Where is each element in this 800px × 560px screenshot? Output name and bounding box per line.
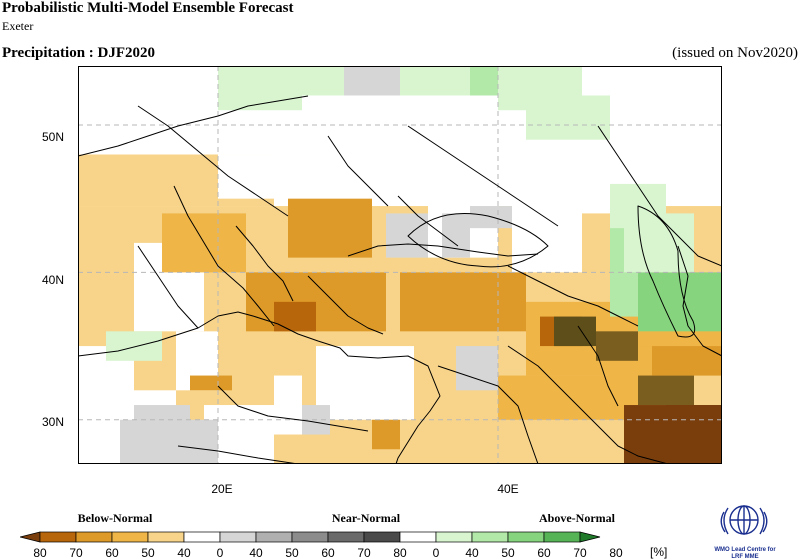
legend-swatch — [147, 531, 185, 543]
coastline-path — [437, 365, 539, 464]
legend-swatch — [111, 531, 149, 543]
lat-label-30n: 30N — [41, 415, 64, 429]
shade-cell — [442, 213, 470, 258]
legend-tick-label: 70 — [357, 546, 371, 560]
coastline-path — [327, 135, 389, 207]
coastline-path — [235, 225, 294, 302]
logo-text-line1: WMO Lead Centre for — [714, 547, 776, 553]
shade-cell — [274, 301, 316, 332]
black-sea-outline — [407, 213, 549, 268]
lon-label-40e: 40E — [497, 482, 519, 496]
legend-tick-label: 40 — [249, 546, 263, 560]
legend-tick-label: 70 — [573, 546, 587, 560]
legend-tick-label: 50 — [501, 546, 515, 560]
legend-tick-label: 50 — [141, 546, 155, 560]
legend-tick-label: 0 — [216, 546, 224, 560]
legend-swatch — [435, 531, 473, 543]
coastline-path — [78, 311, 441, 464]
shade-cell — [218, 66, 302, 111]
map-frame — [78, 66, 722, 464]
coastline-path — [177, 445, 299, 464]
shade-cell — [288, 198, 372, 258]
shade-cell — [400, 272, 526, 332]
forecast-map — [78, 66, 722, 464]
shade-cell — [596, 331, 638, 361]
coastlines — [78, 95, 722, 464]
coastline-path — [137, 105, 289, 217]
coastline-path — [78, 95, 309, 157]
coastline-path — [597, 125, 722, 267]
coastline-path — [347, 243, 539, 257]
logo-text-line2: LRF MME — [731, 554, 759, 560]
shade-cell — [78, 66, 218, 155]
lon-label-20e: 20E — [211, 482, 233, 496]
legend-tick-label: 70 — [69, 546, 83, 560]
issued-date: (issued on Nov2020) — [672, 45, 798, 61]
shade-cell — [638, 375, 694, 406]
lat-label-40n: 40N — [41, 273, 64, 287]
legend-below-normal-label: Below-Normal — [77, 511, 153, 525]
legend-swatch — [183, 531, 221, 543]
legend-swatch — [291, 531, 329, 543]
caspian-outline — [637, 205, 696, 338]
legend-arrow-left — [20, 531, 41, 543]
shade-cell — [526, 95, 610, 140]
lat-label-50n: 50N — [41, 130, 64, 144]
shade-cell — [554, 316, 596, 347]
shade-cell — [274, 375, 302, 435]
shade-cell — [190, 375, 232, 391]
graticule — [78, 66, 722, 464]
legend-swatch — [399, 531, 437, 543]
legend-tick-label: 0 — [432, 546, 440, 560]
variable-season-title: Precipitation : DJF2020 — [2, 45, 156, 61]
legend-tick-label: 50 — [285, 546, 299, 560]
legend-swatch — [39, 531, 77, 543]
shade-cell — [694, 434, 722, 464]
legend-tick-label: 80 — [33, 546, 47, 560]
shade-cell — [344, 66, 400, 96]
legend-unit: [%] — [650, 545, 668, 559]
legend-colorbar — [20, 531, 601, 543]
legend-tick-label: 60 — [105, 546, 119, 560]
legend-swatch — [255, 531, 293, 543]
legend-swatch — [543, 531, 581, 543]
coastline-path — [307, 275, 384, 335]
legend-swatch — [219, 531, 257, 543]
legend-tick-label: 60 — [321, 546, 335, 560]
wmo-logo-icon — [720, 505, 768, 535]
coastline-path — [137, 245, 199, 329]
legend-swatch — [75, 531, 113, 543]
shade-cell — [372, 419, 400, 450]
shade-cell — [456, 346, 498, 391]
legend-arrow-right — [579, 531, 601, 543]
legend-tick-label: 80 — [393, 546, 407, 560]
model-subtitle: Exeter — [2, 19, 34, 33]
main-title: Probabilistic Multi-Model Ensemble Forec… — [2, 0, 294, 16]
legend-near-normal-label: Near-Normal — [331, 511, 401, 525]
shade-cell — [218, 154, 470, 199]
shade-cell — [386, 213, 428, 258]
legend-swatch — [471, 531, 509, 543]
shade-cell — [498, 375, 610, 420]
coastline-path — [397, 195, 459, 247]
coastline-path — [407, 125, 559, 227]
legend-tick-label: 80 — [609, 546, 623, 560]
coastline-path — [577, 325, 619, 407]
shade-cell — [652, 346, 722, 376]
legend-tick-label: 40 — [465, 546, 479, 560]
legend-swatch — [363, 531, 401, 543]
legend-swatch — [507, 531, 545, 543]
legend-swatch — [327, 531, 365, 543]
coastline-path — [173, 185, 275, 327]
shade-cell — [316, 346, 414, 420]
coastline-path — [217, 385, 369, 432]
legend-tick-label: 60 — [537, 546, 551, 560]
legend-above-normal-label: Above-Normal — [539, 511, 615, 525]
shade-cell — [106, 331, 162, 361]
coastline-path — [507, 265, 639, 327]
legend-tick-label: 40 — [177, 546, 191, 560]
shade-cell — [470, 66, 498, 96]
coastline-path — [507, 345, 669, 464]
coastline-path — [677, 245, 722, 357]
